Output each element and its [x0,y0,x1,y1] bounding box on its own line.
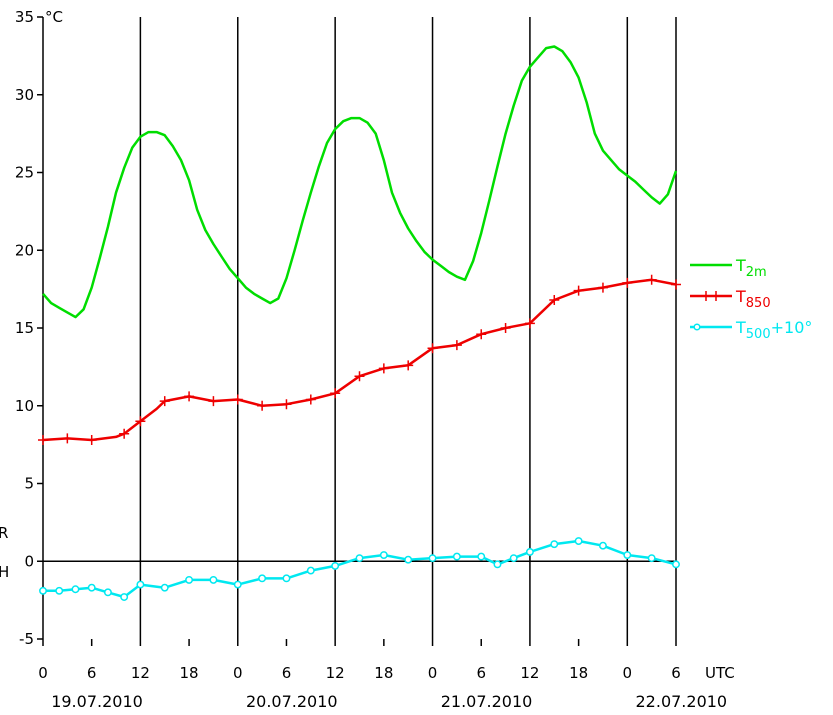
data-point-plus [38,435,48,445]
x-tick-label: 6 [87,664,97,682]
series-line-1 [43,280,676,440]
data-point-circle [121,594,127,600]
data-point-circle [235,581,241,587]
data-point-circle [186,577,192,583]
x-tick-labels: 0 6 12 18 0 6 12 18 0 6 12 18 0 6 [38,664,681,682]
data-point-plus [574,286,584,296]
margin-label: R [0,524,8,542]
data-point-plus [233,395,243,405]
data-point-plus [208,396,218,406]
y-tick-label: 5 [24,475,34,493]
x-tick-label: 6 [282,664,292,682]
data-point-plus [184,391,194,401]
data-point-plus [598,283,608,293]
legend: T2m T850 T500+10° [690,256,812,342]
unit-label: °C [45,8,63,26]
data-point-plus [306,395,316,405]
data-point-circle [308,567,314,573]
data-point-circle [673,561,679,567]
x-tick-label: 12 [326,664,345,682]
y-tick-label: 0 [24,552,34,570]
legend-label-2: T500+10° [735,318,812,342]
data-point-plus [671,279,681,289]
y-tick-label: -5 [19,630,34,648]
data-point-circle [648,555,654,561]
axes [37,17,676,646]
data-point-circle [600,543,606,549]
data-point-circle [405,556,411,562]
x-tick-label: 12 [520,664,539,682]
x-tick-label: 12 [131,664,150,682]
y-tick-labels: -5 0 5 10 15 20 25 30 35 [15,8,34,648]
data-point-plus [622,278,632,288]
x-tick-label: 18 [374,664,393,682]
data-point-circle [40,588,46,594]
x-tick-label: 6 [671,664,681,682]
date-label: 20.07.2010 [246,692,338,711]
data-point-plus [379,363,389,373]
y-tick-label: 15 [15,319,34,337]
data-point-plus [501,323,511,333]
date-labels: 19.07.2010 20.07.2010 21.07.2010 22.07.2010 [51,692,727,711]
data-point-circle [137,581,143,587]
y-tick-label: 20 [15,241,34,259]
x-tick-label: 0 [38,664,48,682]
data-point-circle [381,552,387,558]
data-point-circle [283,575,289,581]
margin-label: H [0,563,9,581]
data-point-circle [72,586,78,592]
data-point-circle [105,589,111,595]
data-point-circle [551,541,557,547]
legend-label-1: T850 [735,287,771,311]
data-point-circle [478,553,484,559]
data-point-plus [62,433,72,443]
x-tick-label: 0 [428,664,438,682]
left-margin-labels: RH [0,524,9,581]
x-tick-label: 0 [623,664,633,682]
data-point-circle [575,538,581,544]
series-lines [38,47,681,601]
data-point-plus [281,399,291,409]
data-point-circle [429,555,435,561]
data-point-plus [257,401,267,411]
data-point-circle [494,561,500,567]
data-point-circle [527,549,533,555]
legend-label-0: T2m [735,256,767,280]
data-point-circle [162,584,168,590]
data-point-circle [259,575,265,581]
y-tick-label: 30 [15,86,34,104]
x-tick-label: 18 [180,664,199,682]
data-point-plus [87,435,97,445]
date-label: 21.07.2010 [441,692,533,711]
data-point-circle [510,555,516,561]
data-point-circle [356,555,362,561]
data-point-circle [210,577,216,583]
data-point-circle [332,563,338,569]
x-tick-label: 0 [233,664,243,682]
data-point-plus [476,329,486,339]
data-point-plus [452,340,462,350]
y-tick-label: 10 [15,397,34,415]
date-label: 22.07.2010 [636,692,728,711]
y-tick-label: 35 [15,8,34,26]
x-tick-label: 18 [569,664,588,682]
data-point-plus [647,275,657,285]
x-tick-label: 6 [476,664,486,682]
x-axis-label: UTC [705,664,735,682]
data-point-circle [56,588,62,594]
data-point-circle [454,553,460,559]
legend-marker [694,324,700,330]
data-point-circle [88,584,94,590]
series-line-2 [43,541,676,597]
data-point-circle [624,552,630,558]
y-tick-label: 25 [15,164,34,182]
date-label: 19.07.2010 [51,692,143,711]
series-line-0 [43,47,676,318]
